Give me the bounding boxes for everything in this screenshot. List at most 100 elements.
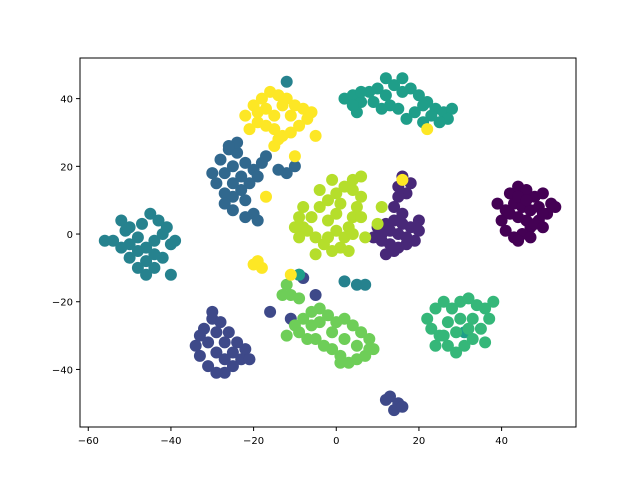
- scatter-point: [309, 248, 322, 261]
- y-tick-label: −40: [52, 365, 73, 376]
- scatter-point: [301, 224, 314, 237]
- scatter-point: [359, 278, 372, 291]
- scatter-point: [193, 349, 206, 362]
- scatter-point: [536, 221, 549, 234]
- scatter-point: [371, 217, 384, 230]
- scatter-point: [346, 184, 359, 196]
- scatter-point: [218, 353, 231, 366]
- x-tick-label: 20: [413, 436, 426, 447]
- scatter-point: [313, 302, 326, 315]
- scatter-point: [119, 224, 132, 237]
- scatter-point: [338, 333, 351, 345]
- scatter-point: [226, 160, 239, 173]
- scatter-point: [226, 177, 239, 190]
- scatter-point: [450, 326, 463, 339]
- scatter-point: [140, 268, 153, 281]
- scatter-point: [326, 245, 339, 257]
- scatter-point: [231, 336, 244, 349]
- scatter-point: [276, 99, 289, 112]
- scatter-point: [210, 326, 223, 339]
- scatter-point: [239, 156, 252, 169]
- scatter-point: [131, 231, 144, 244]
- scatter-point: [268, 109, 281, 122]
- scatter-point: [342, 245, 355, 257]
- scatter-point: [264, 305, 277, 318]
- scatter-point: [330, 224, 343, 237]
- scatter-point: [210, 346, 223, 359]
- scatter-point: [392, 190, 405, 203]
- scatter-point: [355, 190, 368, 203]
- scatter-point: [363, 333, 376, 345]
- x-tick-label: 0: [333, 436, 339, 447]
- scatter-point: [396, 173, 409, 186]
- y-tick-label: −20: [52, 298, 73, 309]
- scatter-point: [503, 207, 516, 220]
- scatter-point: [243, 353, 256, 366]
- scatter-point: [375, 201, 388, 213]
- scatter-point: [359, 231, 372, 244]
- scatter-point: [206, 167, 219, 180]
- scatter-point: [309, 333, 322, 345]
- scatter-point: [346, 211, 359, 224]
- scatter-point: [140, 255, 153, 268]
- scatter-point: [462, 292, 475, 305]
- scatter-point: [350, 201, 363, 213]
- scatter-point: [243, 177, 256, 190]
- axes-frame: [79, 57, 577, 428]
- scatter-point: [350, 339, 363, 352]
- scatter-point: [408, 106, 421, 119]
- scatter-point: [450, 346, 463, 359]
- scatter-point: [226, 360, 239, 373]
- scatter-point: [334, 197, 347, 210]
- scatter-point: [466, 312, 479, 325]
- scatter-point: [400, 112, 413, 125]
- x-tick-label: −40: [160, 436, 181, 447]
- scatter-point: [251, 214, 264, 227]
- scatter-point: [536, 207, 549, 220]
- x-tick-label: 40: [495, 436, 508, 447]
- scatter-point: [437, 329, 450, 342]
- scatter-point: [144, 207, 157, 220]
- scatter-point: [235, 170, 248, 183]
- scatter-point: [412, 214, 425, 227]
- scatter-point: [446, 302, 458, 315]
- scatter-point: [148, 248, 161, 261]
- scatter-point: [131, 261, 144, 274]
- scatter-point: [251, 170, 264, 183]
- scatter-point: [115, 214, 128, 227]
- scatter-point: [272, 163, 285, 176]
- scatter-point: [280, 75, 293, 88]
- scatter-point: [346, 99, 359, 112]
- scatter-point: [293, 119, 306, 132]
- scatter-point: [491, 197, 504, 210]
- scatter-point: [260, 102, 272, 115]
- scatter-point: [280, 278, 293, 291]
- scatter-point: [235, 353, 248, 366]
- axes-layer: −60 −40 −20 0 20 40 −40 −20 0 20 40: [52, 95, 508, 447]
- scatter-point: [326, 173, 339, 186]
- points-layer: [98, 72, 562, 417]
- scatter-point: [293, 292, 306, 305]
- scatter-point: [355, 326, 368, 339]
- scatter-point: [388, 201, 401, 213]
- scatter-point: [297, 201, 310, 213]
- scatter-point: [107, 234, 120, 247]
- scatter-point: [417, 99, 430, 112]
- scatter-point: [309, 129, 322, 142]
- scatter-point: [243, 123, 256, 136]
- scatter-point: [214, 316, 227, 329]
- scatter-point: [317, 339, 330, 352]
- scatter-point: [425, 109, 438, 122]
- scatter-point: [458, 339, 471, 352]
- scatter-point: [499, 224, 512, 237]
- scatter-point: [226, 204, 239, 217]
- scatter-point: [536, 187, 549, 200]
- scatter-point: [396, 72, 409, 85]
- scatter-point: [524, 231, 537, 244]
- scatter-point: [123, 251, 136, 264]
- scatter-point: [123, 238, 136, 251]
- scatter-point: [367, 96, 380, 108]
- scatter-point: [255, 92, 268, 105]
- scatter-point: [350, 278, 363, 291]
